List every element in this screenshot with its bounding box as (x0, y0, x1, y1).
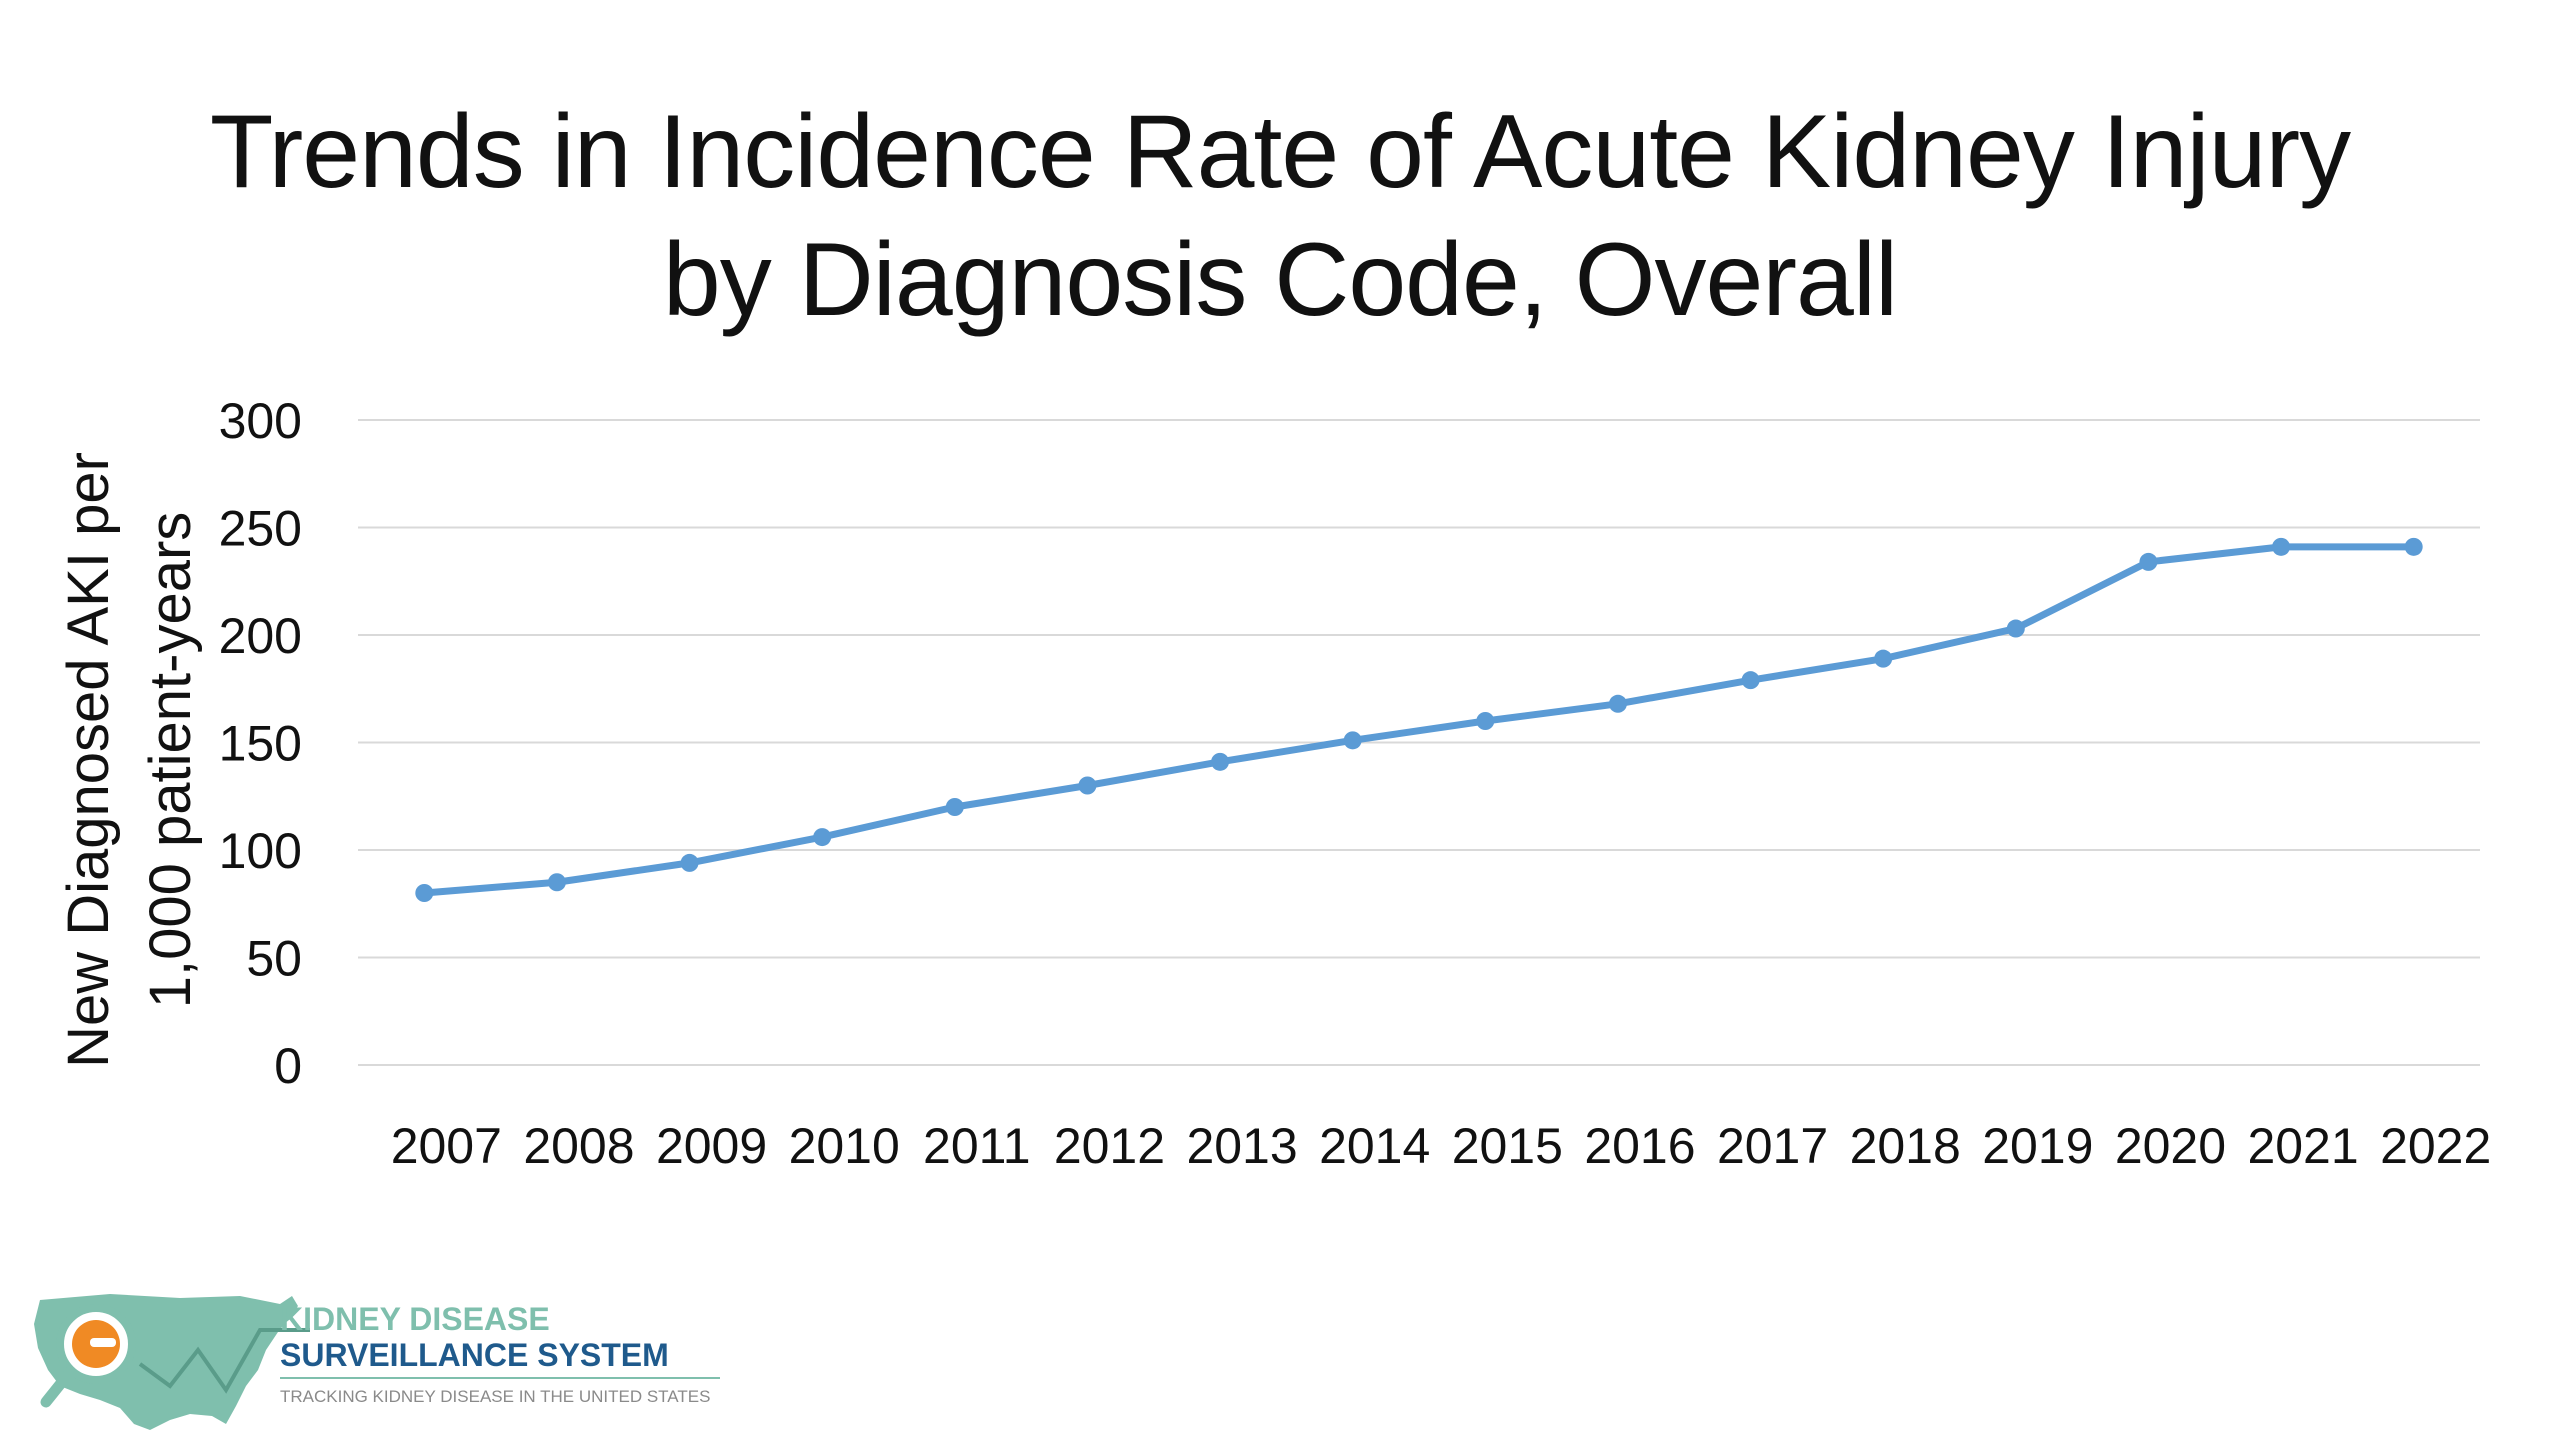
data-point-2015 (1476, 712, 1495, 730)
y-tick-label: 150 (219, 716, 302, 772)
data-point-2010 (813, 828, 832, 847)
x-tick-labels: 2007 2008 2009 2010 2011 2012 2013 2014 2015 2016… (391, 1118, 2492, 1174)
x-tick-label: 2016 (1584, 1118, 1695, 1174)
data-point-2013 (1211, 752, 1230, 771)
x-tick-label: 2012 (1054, 1118, 1165, 1174)
data-point-2018 (1874, 649, 1893, 668)
data-point-2009 (680, 853, 699, 872)
y-tick-label: 0 (274, 1038, 302, 1094)
chart-title-line-1: Trends in Incidence Rate of Acute Kidney… (209, 94, 2351, 210)
x-tick-label: 2014 (1319, 1118, 1430, 1174)
gridlines (358, 419, 2480, 1066)
x-tick-label: 2022 (2380, 1118, 2491, 1174)
series (415, 537, 2423, 902)
x-tick-label: 2021 (2247, 1118, 2358, 1174)
y-tick-label: 250 (219, 501, 302, 557)
y-tick-label: 200 (219, 608, 302, 664)
logo-line-1: KIDNEY DISEASE (280, 1301, 550, 1337)
data-point-2007 (415, 884, 434, 902)
data-point-2012 (1078, 776, 1097, 795)
data-point-2020 (2139, 552, 2158, 571)
y-tick-label: 300 (219, 393, 302, 449)
x-tick-label: 2008 (523, 1118, 634, 1174)
data-point-2021 (2272, 537, 2291, 556)
x-tick-label: 2019 (1982, 1118, 2093, 1174)
x-tick-label: 2020 (2115, 1118, 2226, 1174)
map-trend-line (138, 1328, 310, 1394)
data-point-2014 (1343, 731, 1362, 750)
logo-line-2: SURVEILLANCE SYSTEM (280, 1337, 669, 1373)
data-point-2011 (945, 798, 964, 816)
magnifier-icon (40, 1304, 136, 1408)
data-point-2017 (1741, 671, 1760, 690)
logo-tagline: TRACKING KIDNEY DISEASE IN THE UNITED ST… (280, 1387, 710, 1406)
x-tick-label: 2010 (789, 1118, 900, 1174)
data-point-2022 (2404, 537, 2423, 556)
y-axis-label-line-2: 1,000 patient-years (138, 512, 203, 1009)
y-tick-label: 50 (246, 931, 302, 987)
y-tick-label: 100 (219, 823, 302, 879)
data-point-2008 (547, 873, 566, 892)
x-tick-label: 2018 (1850, 1118, 1961, 1174)
chart-title-line-2: by Diagnosis Code, Overall (662, 222, 1898, 338)
y-axis-label-line-1: New Diagnosed AKI per (56, 452, 121, 1068)
data-point-2019 (2006, 619, 2025, 638)
chart-title: Trends in Incidence Rate of Acute Kidney… (0, 88, 2560, 344)
x-tick-label: 2017 (1717, 1118, 1828, 1174)
x-tick-label: 2015 (1452, 1118, 1563, 1174)
x-tick-label: 2013 (1186, 1118, 1297, 1174)
kidney-disease-surveillance-system-logo: KIDNEY DISEASE SURVEILLANCE SYSTEM TRACK… (34, 1294, 720, 1430)
series-line (420, 543, 2418, 897)
x-tick-label: 2011 (923, 1118, 1031, 1174)
x-tick-label: 2009 (656, 1118, 767, 1174)
data-point-2016 (1608, 694, 1627, 713)
y-tick-labels: 0 50 100 150 200 250 300 (219, 393, 302, 1094)
x-tick-label: 2007 (391, 1118, 502, 1174)
